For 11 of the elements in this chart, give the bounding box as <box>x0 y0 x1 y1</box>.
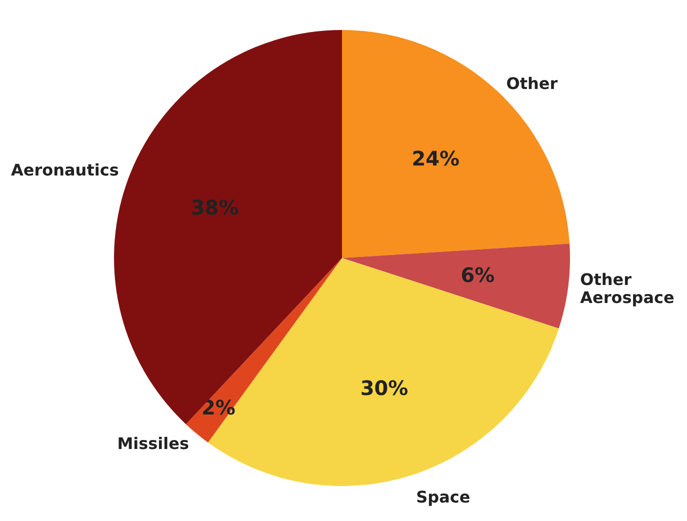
data-label: 30% <box>360 376 408 400</box>
data-label: 24% <box>412 146 460 170</box>
data-label: 6% <box>460 263 495 288</box>
pie-slice <box>342 30 570 258</box>
slice-label: Other Aerospace <box>580 270 674 308</box>
slice-label: Aeronautics <box>11 160 119 180</box>
slice-label: Missiles <box>117 434 190 453</box>
pie-slice <box>342 244 570 328</box>
data-label: 38% <box>190 196 239 220</box>
slice-label: Space <box>416 487 470 506</box>
slice-label: Other <box>506 74 558 94</box>
